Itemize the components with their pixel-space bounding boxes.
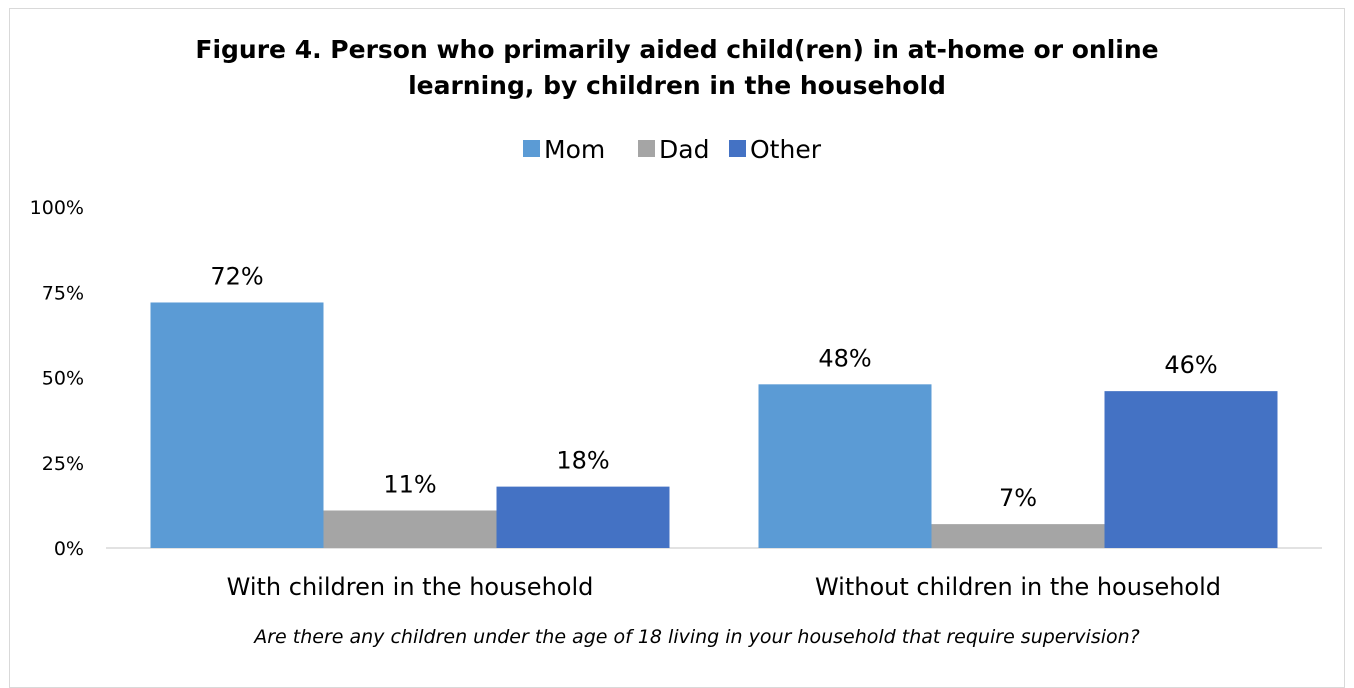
bar-dad-1	[931, 524, 1105, 548]
value-label: 18%	[556, 447, 609, 475]
bar-other-1	[1104, 391, 1278, 548]
y-axis: 0% 25% 50% 75% 100%	[30, 197, 84, 560]
x-axis-question: Are there any children under the age of …	[252, 626, 1140, 648]
bars	[150, 302, 1278, 548]
category-labels: With children in the household Without ch…	[227, 573, 1221, 601]
y-tick-label: 75%	[42, 282, 84, 304]
legend-swatch-other	[729, 140, 746, 157]
y-tick-label: 0%	[54, 538, 84, 560]
legend-label-other: Other	[750, 135, 822, 164]
bar-mom-1	[758, 384, 932, 548]
legend-swatch-mom	[523, 140, 540, 157]
y-tick-label: 50%	[42, 368, 84, 390]
value-label: 72%	[210, 262, 263, 290]
bar-other-0	[496, 486, 670, 548]
bar-mom-0	[150, 302, 324, 548]
bar-dad-0	[323, 510, 497, 548]
category-label: Without children in the household	[815, 573, 1221, 601]
chart-title-line-2: learning, by children in the household	[408, 71, 946, 100]
bar-chart: Figure 4. Person who primarily aided chi…	[30, 35, 1322, 648]
legend: Mom Dad Other	[523, 135, 822, 164]
y-tick-label: 100%	[30, 197, 84, 219]
value-labels: 72% 11% 18% 48% 7% 46%	[210, 262, 1217, 512]
value-label: 46%	[1164, 351, 1217, 379]
y-tick-label: 25%	[42, 453, 84, 475]
value-label: 7%	[999, 484, 1037, 512]
legend-label-dad: Dad	[659, 135, 709, 164]
legend-swatch-dad	[638, 140, 655, 157]
category-label: With children in the household	[227, 573, 594, 601]
chart-title-line-1: Figure 4. Person who primarily aided chi…	[195, 35, 1158, 64]
value-label: 48%	[818, 344, 871, 372]
value-label: 11%	[383, 470, 436, 498]
legend-label-mom: Mom	[544, 135, 605, 164]
